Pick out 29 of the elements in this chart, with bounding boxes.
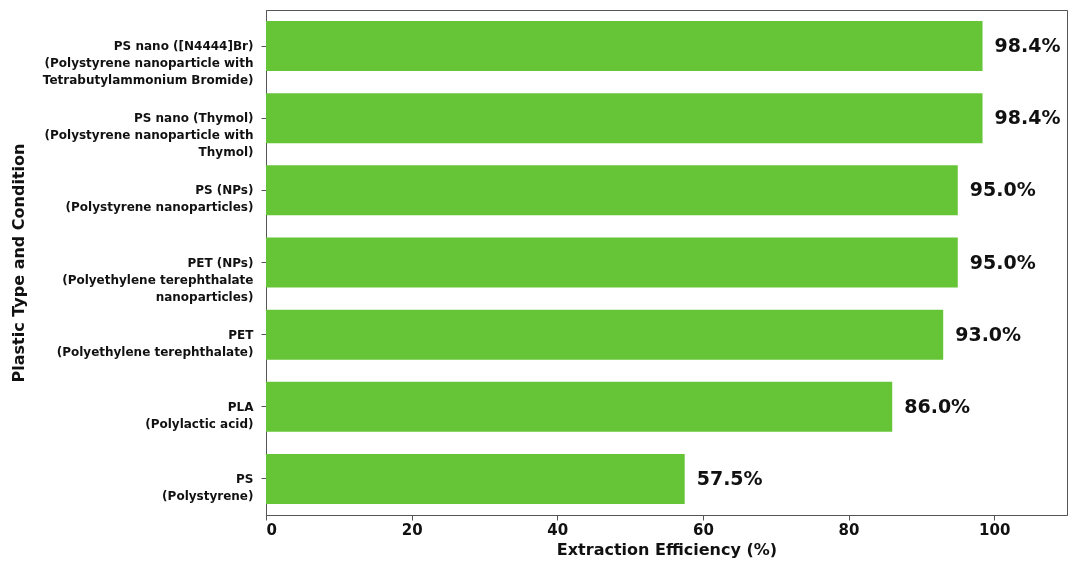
y-tick-label: PS (NPs) (Polystyrene nanoparticles) — [65, 183, 254, 215]
data-label: 98.4% — [994, 106, 1061, 129]
y-tick-label: PS nano (Thymol) (Polystyrene nanoparticle with Thymol) — [44, 111, 254, 160]
x-tick-label: 60 — [692, 520, 714, 539]
data-label: 57.5% — [696, 466, 763, 489]
x-tick-label: 0 — [266, 520, 277, 539]
x-tick-label: 20 — [401, 520, 423, 539]
y-tick-label: PET (Polyethylene terephthalate) — [56, 327, 255, 359]
x-axis-title: Extraction Efficiency (%) — [556, 539, 778, 559]
bar — [266, 21, 983, 72]
bar — [266, 93, 983, 144]
x-tick-label: 100 — [979, 520, 1011, 539]
data-label: 98.4% — [994, 34, 1061, 57]
data-label: 93.0% — [955, 322, 1022, 345]
bar — [266, 381, 893, 432]
y-axis-title: Plastic Type and Condition — [8, 143, 28, 383]
bar — [266, 453, 685, 504]
data-label: 95.0% — [969, 178, 1036, 201]
data-label: 95.0% — [969, 250, 1036, 273]
data-label: 86.0% — [904, 394, 971, 417]
y-tick-label: PET (NPs) (Polyethylene terephthalate nanoparticles) — [62, 255, 254, 304]
x-tick-label: 80 — [838, 520, 860, 539]
bar — [266, 165, 958, 216]
x-tick-label: 40 — [547, 520, 569, 539]
y-tick-label: PLA (Polylactic acid) — [145, 399, 255, 431]
bar — [266, 237, 958, 288]
y-tick-label: PS (Polystyrene) — [162, 471, 254, 503]
bar — [266, 309, 944, 360]
y-tick-label: PS nano ([N4444]Br) (Polystyrene nanoparticle with Tetrabutylammonium Bromide) — [42, 39, 254, 88]
